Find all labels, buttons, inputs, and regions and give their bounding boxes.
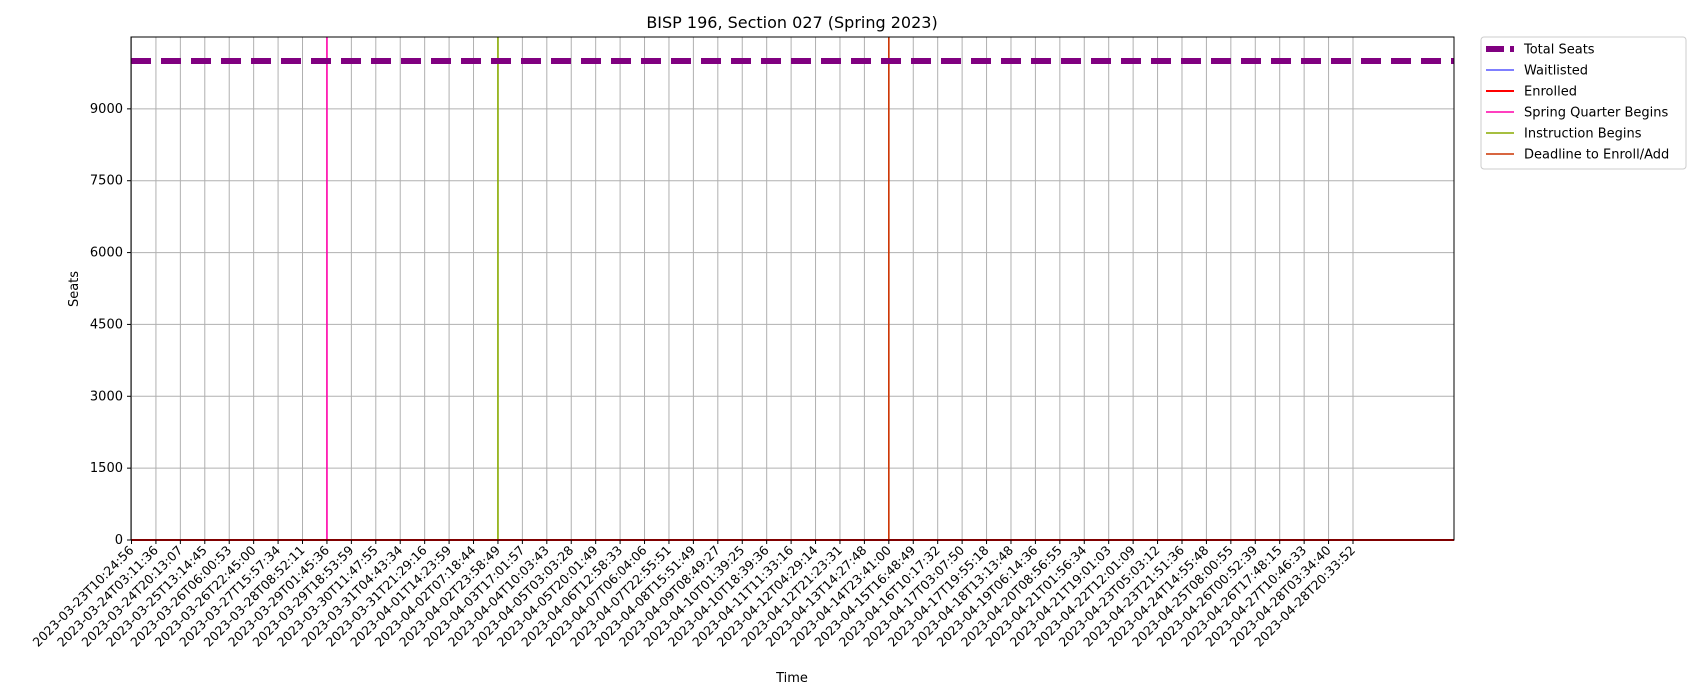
plot-frame <box>130 36 1455 541</box>
legend-frame <box>1480 36 1687 170</box>
y-axis-label: Seats <box>67 271 82 307</box>
y-tick-label: 7500 <box>90 174 123 189</box>
x-axis: 2023-03-23T10:24:562023-03-24T03:11:3620… <box>30 540 1358 650</box>
y-tick-label: 3000 <box>90 389 123 404</box>
y-axis: 0 1500 3000 4500 6000 7500 9000 <box>90 102 131 548</box>
legend: Total Seats Waitlisted Enrolled Spring Quar… <box>1480 36 1687 170</box>
legend-label: Total Seats <box>1523 43 1595 58</box>
y-tick-label: 1500 <box>90 461 123 476</box>
legend-label: Instruction Begins <box>1524 127 1642 142</box>
grid <box>131 37 1454 541</box>
legend-label: Enrolled <box>1524 85 1577 100</box>
legend-label: Waitlisted <box>1524 64 1588 79</box>
chart-title: BISP 196, Section 027 (Spring 2023) <box>646 13 937 32</box>
legend-label: Spring Quarter Begins <box>1524 106 1668 121</box>
event-lines <box>326 37 890 540</box>
y-tick-label: 4500 <box>90 317 123 332</box>
legend-label: Deadline to Enroll/Add <box>1524 148 1669 163</box>
y-tick-label: 6000 <box>90 246 123 261</box>
y-tick-label: 9000 <box>90 102 123 117</box>
y-tick-label: 0 <box>115 533 123 548</box>
x-axis-label: Time <box>775 671 808 686</box>
